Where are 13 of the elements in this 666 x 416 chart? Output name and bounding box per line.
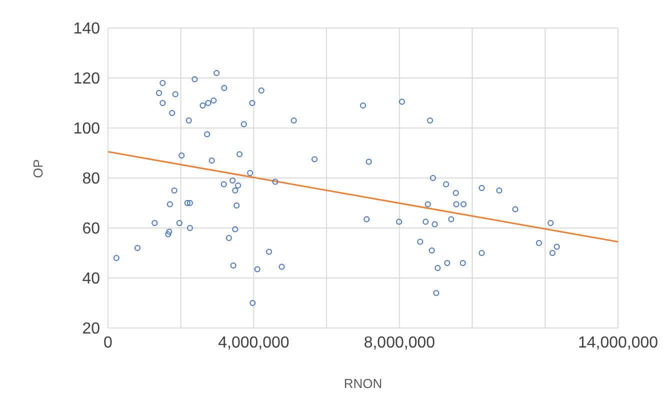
y-tick-label: 20 bbox=[82, 320, 100, 338]
x-axis-title: RNON bbox=[344, 376, 382, 391]
y-tick-label: 80 bbox=[82, 170, 100, 188]
x-tick-label: 0 bbox=[104, 334, 113, 352]
y-tick-label: 140 bbox=[73, 20, 100, 38]
x-tick-label: 4,000,000 bbox=[218, 334, 290, 352]
y-tick-label: 60 bbox=[82, 220, 100, 238]
y-tick-label: 100 bbox=[73, 120, 100, 138]
y-tick-label: 40 bbox=[82, 270, 100, 288]
x-tick-label: 8,000,000 bbox=[364, 334, 436, 352]
y-axis-title: OP bbox=[30, 159, 46, 178]
x-tick-label: 14,000,000 bbox=[578, 334, 658, 352]
y-tick-label: 120 bbox=[73, 70, 100, 88]
